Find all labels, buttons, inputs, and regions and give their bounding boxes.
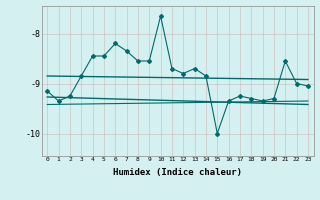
X-axis label: Humidex (Indice chaleur): Humidex (Indice chaleur) xyxy=(113,168,242,177)
